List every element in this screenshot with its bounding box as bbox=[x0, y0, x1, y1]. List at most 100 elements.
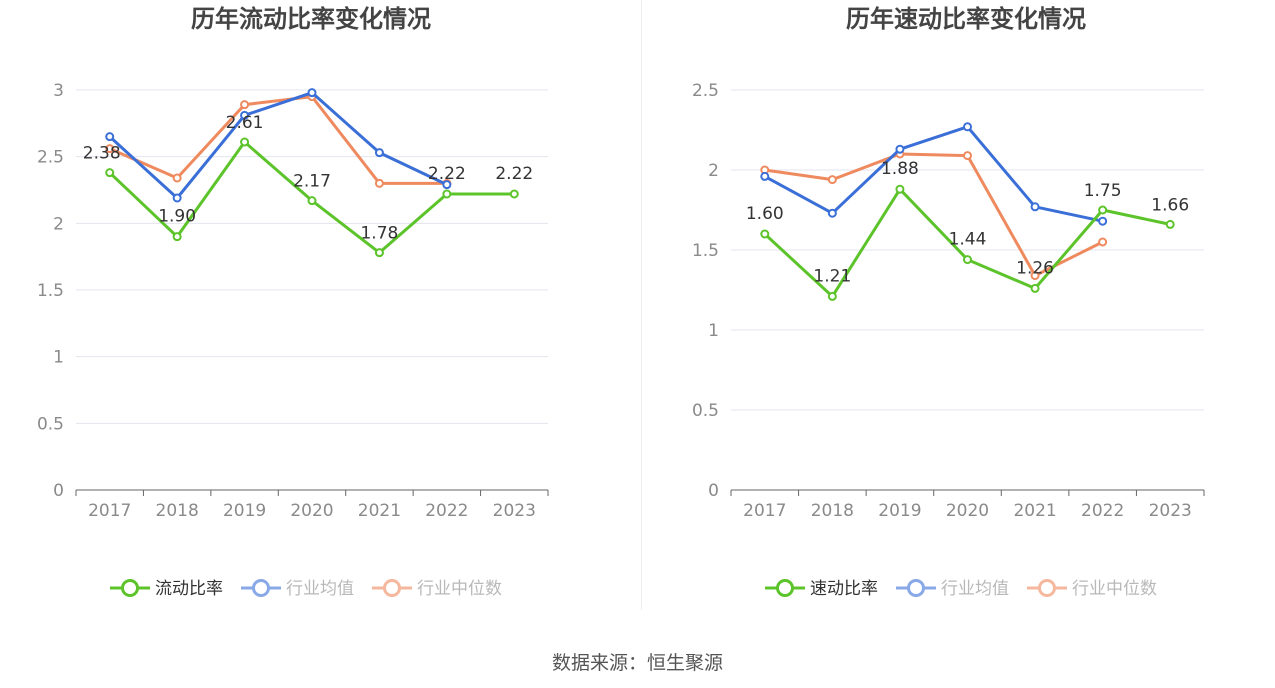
data-label: 1.60 bbox=[746, 204, 784, 224]
data-point-avg[interactable] bbox=[374, 148, 384, 158]
data-point-company[interactable] bbox=[760, 229, 770, 239]
data-point-median[interactable] bbox=[374, 178, 384, 188]
data-label: 1.21 bbox=[813, 266, 851, 286]
data-point-avg[interactable] bbox=[240, 110, 250, 120]
x-tick-label: 2021 bbox=[1013, 501, 1056, 521]
data-point-company[interactable] bbox=[1098, 205, 1108, 215]
series-line-avg bbox=[108, 91, 448, 200]
x-tick-label: 2020 bbox=[290, 501, 333, 521]
x-tick-label: 2020 bbox=[946, 501, 989, 521]
data-point-company[interactable] bbox=[240, 137, 250, 147]
data-label: 1.44 bbox=[949, 230, 987, 250]
legend-swatch-marker bbox=[383, 579, 401, 597]
data-point-avg[interactable] bbox=[105, 132, 115, 142]
x-tick-label: 2018 bbox=[811, 501, 854, 521]
x-tick-label: 2019 bbox=[223, 501, 266, 521]
x-tick-label: 2023 bbox=[493, 501, 536, 521]
legend-swatch-marker bbox=[121, 579, 139, 597]
data-label: 1.26 bbox=[1016, 258, 1054, 278]
legend-label: 行业均值 bbox=[941, 579, 1009, 599]
data-point-company[interactable] bbox=[374, 248, 384, 258]
data-point-avg[interactable] bbox=[172, 193, 182, 203]
data-point-company[interactable] bbox=[1030, 283, 1040, 293]
legend-label: 行业均值 bbox=[286, 579, 354, 599]
legend-swatch-marker bbox=[776, 579, 794, 597]
chart-panel-1: 历年流动比率变化情况 0 0.5 1 1.5 2 2.5 3 2017 2018 2019 2020 2… bbox=[37, 5, 549, 599]
legend-item-company[interactable]: 流动比率 bbox=[110, 579, 223, 599]
data-point-avg[interactable] bbox=[895, 144, 905, 154]
data-point-median[interactable] bbox=[1098, 237, 1108, 247]
data-point-company[interactable] bbox=[1165, 219, 1175, 229]
data-point-avg[interactable] bbox=[1030, 202, 1040, 212]
data-label: 2.17 bbox=[293, 172, 331, 192]
data-point-company[interactable] bbox=[307, 196, 317, 206]
legend-label: 行业中位数 bbox=[417, 579, 502, 599]
y-tick-label: 0 bbox=[53, 481, 64, 501]
x-tick-label: 2022 bbox=[425, 501, 468, 521]
y-tick-label: 0 bbox=[708, 481, 719, 501]
data-source-note: 数据来源：恒生聚源 bbox=[551, 652, 723, 674]
legend-item-avg[interactable]: 行业均值 bbox=[241, 579, 354, 599]
data-label: 1.78 bbox=[360, 224, 398, 244]
chart-panel-2: 历年速动比率变化情况 0 0.5 1 1.5 2 2.5 2017 2018 2019 2020 20… bbox=[692, 5, 1205, 599]
data-point-median[interactable] bbox=[172, 173, 182, 183]
y-tick-label: 2 bbox=[708, 161, 719, 181]
legend-swatch-marker bbox=[1038, 579, 1056, 597]
data-point-company[interactable] bbox=[105, 168, 115, 178]
data-point-avg[interactable] bbox=[1098, 216, 1108, 226]
data-label: 2.22 bbox=[495, 164, 533, 184]
data-point-company[interactable] bbox=[963, 255, 972, 265]
legend-label: 行业中位数 bbox=[1072, 579, 1157, 599]
data-point-median[interactable] bbox=[1030, 271, 1040, 281]
panel-divider bbox=[641, 0, 642, 610]
data-label: 1.90 bbox=[158, 207, 196, 227]
y-tick-label: 1 bbox=[708, 321, 719, 341]
data-label: 2.22 bbox=[428, 164, 466, 184]
legend-swatch-marker bbox=[907, 579, 925, 597]
data-point-median[interactable] bbox=[963, 151, 972, 161]
data-point-avg[interactable] bbox=[442, 180, 452, 190]
x-tick-label: 2021 bbox=[358, 501, 401, 521]
y-tick-label: 3 bbox=[53, 81, 64, 101]
series-line-avg bbox=[764, 125, 1103, 223]
data-point-avg[interactable] bbox=[760, 171, 770, 181]
legend-item-avg[interactable]: 行业均值 bbox=[896, 579, 1009, 599]
data-point-median[interactable] bbox=[827, 175, 837, 185]
data-point-company[interactable] bbox=[172, 232, 182, 242]
data-point-company[interactable] bbox=[442, 189, 452, 199]
x-tick-label: 2017 bbox=[743, 501, 786, 521]
data-point-company[interactable] bbox=[827, 291, 837, 301]
legend-item-median[interactable]: 行业中位数 bbox=[1027, 579, 1157, 599]
y-tick-label: 0.5 bbox=[692, 401, 719, 421]
data-point-company[interactable] bbox=[509, 189, 519, 199]
data-label: 1.88 bbox=[881, 159, 919, 179]
x-tick-label: 2017 bbox=[88, 501, 131, 521]
y-tick-label: 1 bbox=[53, 348, 64, 368]
x-tick-label: 2019 bbox=[878, 501, 921, 521]
data-point-avg[interactable] bbox=[307, 88, 317, 98]
data-point-median[interactable] bbox=[105, 144, 115, 154]
y-tick-label: 0.5 bbox=[37, 414, 64, 434]
legend-item-median[interactable]: 行业中位数 bbox=[372, 579, 502, 599]
data-label: 1.75 bbox=[1084, 181, 1122, 201]
y-tick-label: 2 bbox=[53, 214, 64, 234]
y-tick-label: 2.5 bbox=[37, 148, 64, 168]
data-point-company[interactable] bbox=[895, 184, 905, 194]
data-label: 2.38 bbox=[83, 144, 121, 164]
series-line-median bbox=[764, 152, 1104, 278]
x-tick-label: 2022 bbox=[1081, 501, 1124, 521]
chart-title: 历年流动比率变化情况 bbox=[191, 5, 431, 33]
data-point-avg[interactable] bbox=[827, 208, 837, 218]
legend-swatch-marker bbox=[252, 579, 270, 597]
data-point-median[interactable] bbox=[240, 100, 250, 110]
y-tick-label: 2.5 bbox=[692, 81, 719, 101]
data-point-avg[interactable] bbox=[963, 122, 972, 132]
data-label: 2.61 bbox=[226, 113, 264, 133]
x-tick-label: 2023 bbox=[1149, 501, 1192, 521]
legend-label: 速动比率 bbox=[810, 579, 878, 599]
y-tick-label: 1.5 bbox=[37, 281, 64, 301]
chart-title: 历年速动比率变化情况 bbox=[846, 5, 1086, 33]
data-label: 1.66 bbox=[1151, 195, 1189, 215]
legend-item-company[interactable]: 速动比率 bbox=[765, 579, 878, 599]
